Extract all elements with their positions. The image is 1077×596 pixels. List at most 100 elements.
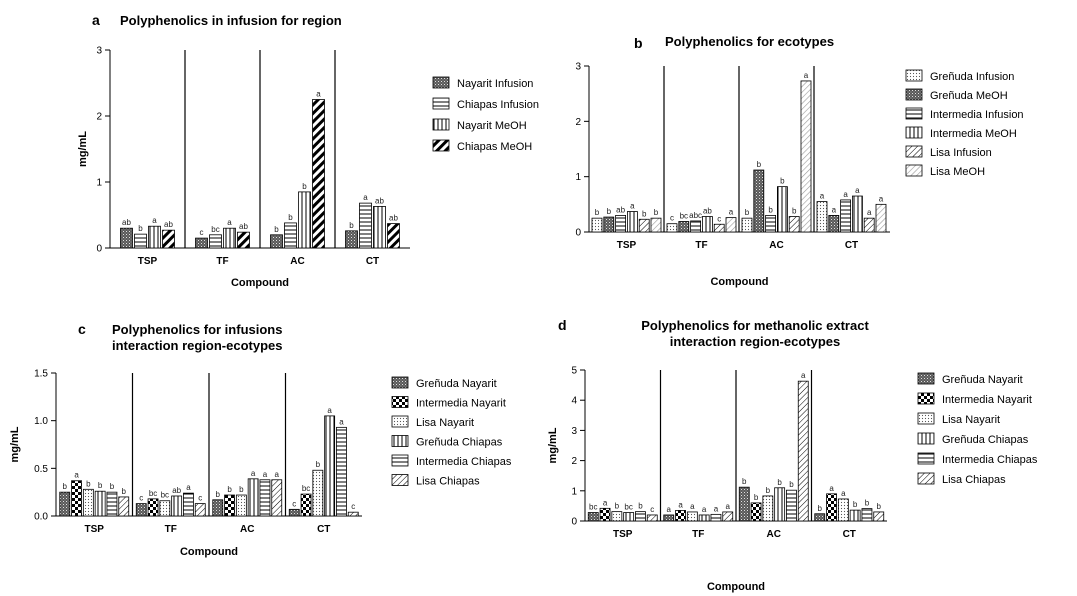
significance-label: a: [843, 190, 848, 199]
bar-a-tf-3: [237, 231, 250, 249]
legend-swatch: [391, 396, 409, 408]
significance-label: b: [789, 480, 794, 489]
bar-a-ac-3: [312, 99, 325, 249]
significance-label: a: [327, 406, 332, 415]
bar-b-ct-5: [875, 203, 887, 233]
legend-swatch: [917, 432, 935, 445]
legend-label: Greñuda Nayarit: [416, 378, 497, 390]
y-tick-label: 4: [571, 396, 577, 407]
bar-c-ct-5: [347, 511, 359, 517]
significance-label: a: [804, 71, 809, 80]
significance-label: bc: [211, 225, 219, 234]
y-tick-label: 0: [571, 517, 577, 528]
bar-a-ct-3: [387, 223, 400, 249]
legend-label: Intermedia MeOH: [930, 128, 1017, 140]
significance-label: a: [726, 502, 731, 511]
significance-label: b: [216, 490, 221, 499]
x-tick-label: CT: [843, 529, 856, 540]
significance-label: b: [86, 479, 91, 488]
y-tick-label: 1.0: [34, 416, 48, 427]
legend-label: Lisa Nayarit: [942, 414, 1000, 426]
significance-label: a: [855, 186, 860, 195]
bar-d-ac-4: [786, 489, 797, 522]
significance-label: a: [841, 489, 846, 498]
bar-d-tf-2: [686, 511, 698, 522]
legend-label: Lisa Chiapas: [942, 474, 1006, 486]
significance-label: a: [714, 504, 719, 513]
bar-c-ac-0: [212, 499, 224, 517]
bar-d-tsp-0: [587, 512, 599, 522]
x-tick-label: TSP: [613, 529, 633, 540]
significance-label: c: [292, 499, 296, 508]
legend-swatch: [905, 107, 923, 120]
y-tick-label: 3: [571, 426, 577, 437]
significance-label: b: [766, 486, 771, 495]
legend-label: Chiapas Infusion: [457, 99, 539, 111]
bar-b-tf-0: [666, 223, 678, 233]
legend-label: Nayarit MeOH: [457, 120, 527, 132]
bar-d-tsp-2: [611, 511, 623, 522]
significance-label: a: [820, 192, 825, 201]
legend-label: Intermedia Nayarit: [942, 394, 1032, 406]
significance-label: b: [742, 477, 747, 486]
bar-a-ct-2: [373, 206, 386, 249]
significance-label: c: [200, 228, 204, 237]
bar-a-ct-0: [345, 230, 358, 249]
bar-c-tsp-2: [82, 488, 94, 517]
significance-label: ab: [389, 214, 398, 223]
significance-label: b: [63, 482, 68, 491]
y-tick-label: 3: [575, 62, 581, 73]
bar-a-tsp-1: [134, 233, 147, 249]
significance-label: bc: [302, 484, 310, 493]
bar-d-ac-3: [774, 487, 786, 522]
significance-label: b: [122, 487, 127, 496]
significance-label: ab: [703, 207, 712, 216]
significance-label: b: [853, 500, 858, 509]
bar-c-tf-1: [147, 498, 159, 517]
chart-title: interaction region-ecotypes: [670, 334, 840, 349]
significance-label: a: [829, 484, 834, 493]
bar-b-ct-4: [863, 217, 875, 233]
significance-label: ab: [172, 486, 181, 495]
significance-label: b: [302, 182, 307, 191]
significance-label: ab: [616, 205, 625, 214]
legend-swatch: [905, 145, 923, 158]
bar-d-ct-5: [873, 511, 885, 522]
bar-b-ct-0: [816, 201, 828, 233]
significance-label: c: [351, 502, 355, 511]
significance-label: b: [98, 481, 103, 490]
significance-label: bc: [589, 503, 597, 512]
legend-swatch: [905, 126, 923, 139]
bar-d-tsp-4: [635, 511, 646, 522]
bar-a-ac-0: [270, 234, 283, 249]
y-tick-label: 0.0: [34, 512, 48, 523]
bar-b-ac-4: [788, 216, 800, 233]
significance-label: b: [110, 482, 115, 491]
significance-label: c: [717, 214, 721, 223]
significance-label: b: [138, 224, 143, 233]
significance-label: b: [818, 504, 823, 513]
bar-a-ac-2: [298, 191, 311, 249]
significance-label: a: [801, 371, 806, 380]
significance-label: c: [198, 494, 202, 503]
bar-d-tsp-5: [646, 514, 658, 522]
bar-b-tf-3: [702, 216, 713, 233]
significance-label: b: [757, 160, 762, 169]
significance-label: a: [74, 471, 79, 480]
chart-panel-d: d Polyphenolics for methanolic extractint…: [547, 317, 1038, 593]
bar-d-ac-5: [797, 380, 809, 522]
significance-label: b: [274, 225, 279, 234]
y-tick-label: 1.5: [34, 369, 48, 380]
y-tick-label: 1: [575, 172, 581, 183]
bar-c-tsp-1: [71, 480, 82, 517]
significance-label: b: [595, 208, 600, 217]
significance-label: a: [702, 505, 707, 514]
y-tick-label: 1: [96, 178, 102, 189]
legend-swatch: [432, 118, 450, 131]
bar-c-tf-0: [135, 503, 147, 517]
legend-label: Intermedia Chiapas: [416, 456, 512, 468]
x-tick-label: TF: [165, 524, 177, 535]
bar-a-tsp-0: [120, 227, 133, 249]
x-tick-label: AC: [767, 529, 781, 540]
bar-c-ct-0: [288, 508, 300, 517]
